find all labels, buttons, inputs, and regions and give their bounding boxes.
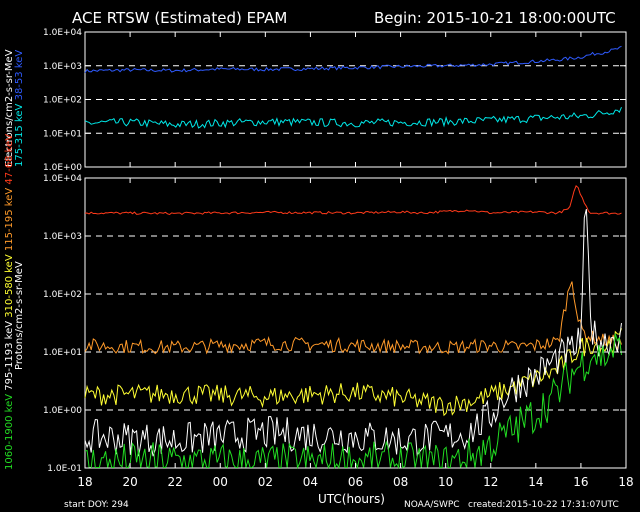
x-tick-label: 14 [528,475,543,489]
x-tick-label: 22 [168,475,183,489]
series-line-310-580-kev [84,328,622,417]
y-tick-label: 1.0E+01 [43,129,82,139]
credit: NOAA/SWPC [404,500,460,510]
y-tick-label: 1.0E-01 [47,464,82,474]
y-tick-label: 1.0E+02 [43,290,82,300]
legend-47-68: 47-68 keV [4,134,15,185]
x-axis-label: UTC(hours) [318,492,385,506]
legend-1060-1900: 1060-1900 keV [4,394,15,470]
x-tick-label: 12 [483,475,498,489]
y-tick-label: 1.0E+01 [43,348,82,358]
proton-ylabel: 1060-1900 keV 795-1193 keV 310-580 keV 1… [4,134,15,470]
legend-115-195: 115-195 keV [4,188,15,252]
proton-panel-frame [84,177,627,469]
y-tick-label: 1.0E+03 [43,232,82,242]
chart-title: ACE RTSW (Estimated) EPAM [72,9,287,27]
proton-ylabel-unit: Protons/cm2-s-sr-MeV [14,261,25,370]
x-tick-label: 18 [77,475,92,489]
y-tick-label: 1.0E+02 [43,96,82,106]
y-tick-label: 1.0E+00 [43,163,82,173]
series-line-38-53-kev [84,45,622,73]
legend-175-315: 175-315 keV [14,103,25,167]
x-tick-label: 06 [348,475,363,489]
y-tick-label: 1.0E+03 [43,62,82,72]
x-tick-label: 00 [213,475,228,489]
legend-795-1193: 795-1193 keV [4,321,15,391]
y-tick-label: 1.0E+04 [43,28,82,38]
legend-38-53: 38-53 keV [14,50,25,101]
electron-ylabel: Electrons/cm2-s-sr-MeV [4,49,15,167]
created-timestamp: created:2015-10-22 17:31:07UTC [468,500,619,510]
x-tick-label: 16 [573,475,588,489]
y-tick-label: 1.0E+04 [43,174,82,184]
series-line-1060-1900-kev [84,333,622,470]
series-line-795-1193-kev [84,208,622,457]
series-line-47-68-kev [84,184,622,216]
legend-310-580: 310-580 keV [4,254,15,318]
x-tick-label: 02 [258,475,273,489]
x-tick-label: 18 [618,475,633,489]
start-doy: start DOY: 294 [64,500,129,510]
x-tick-label: 04 [303,475,318,489]
x-tick-label: 10 [438,475,453,489]
series-line-175-315-kev [84,107,622,129]
x-tick-label: 08 [393,475,408,489]
begin-time: Begin: 2015-10-21 18:00:00UTC [374,9,616,27]
series-line-115-195-kev [84,281,622,355]
electron-legend: 175-315 keV 38-53 keV [14,50,25,167]
y-tick-label: 1.0E+00 [43,406,82,416]
x-tick-label: 20 [122,475,137,489]
